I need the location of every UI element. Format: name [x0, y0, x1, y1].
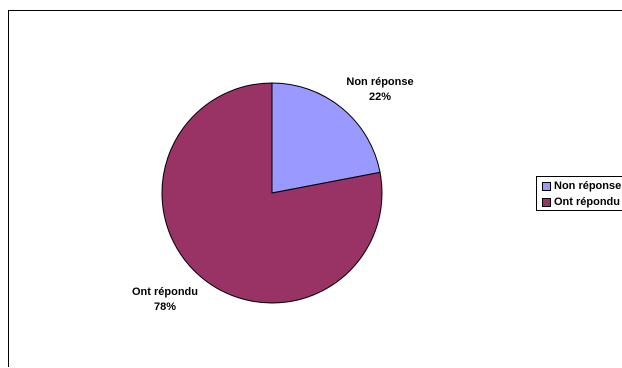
legend-swatch-ont-repondu: [542, 197, 551, 207]
slice-label-name-non-reponse: Non réponse: [346, 76, 413, 88]
legend-label-non-reponse: Non réponse: [554, 180, 622, 192]
slice-ont-repondu: [161, 82, 383, 304]
slice-label-name-ont-repondu: Ont répondu: [132, 286, 198, 298]
slice-label-value-non-reponse: 22%: [369, 91, 391, 103]
legend-swatch-non-reponse: [542, 181, 551, 191]
pie-chart: Non réponse 22% Ont répondu 78%: [132, 76, 414, 313]
legend-item-ont-repondu: Ont répondu: [542, 195, 620, 209]
slice-label-value-ont-repondu: 78%: [154, 301, 176, 313]
slice-non-reponse: [271, 82, 381, 194]
legend-label-ont-repondu: Ont répondu: [554, 196, 620, 208]
chart-area: Non réponse 22% Ont répondu 78%: [8, 10, 622, 367]
legend-item-non-reponse: Non réponse: [542, 179, 621, 193]
legend: Non réponse Ont répondu: [536, 176, 622, 211]
